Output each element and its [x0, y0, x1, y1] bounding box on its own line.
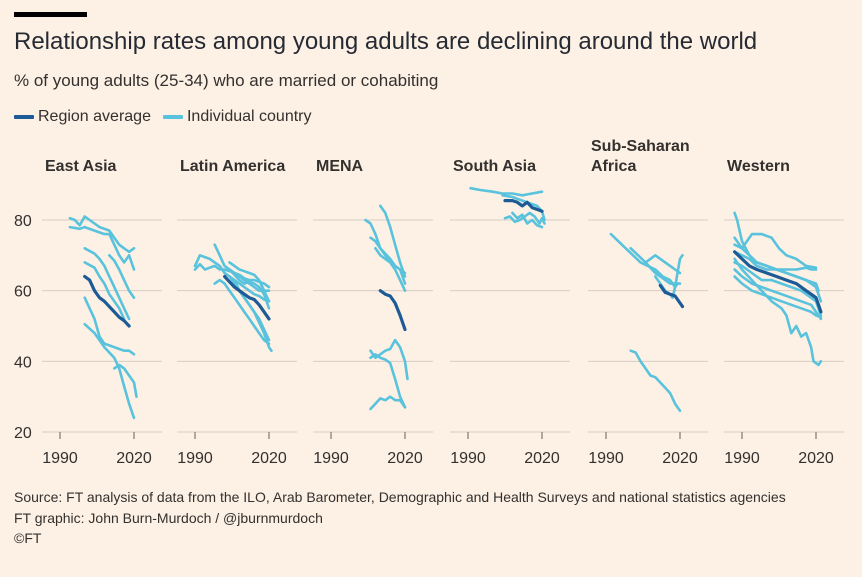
country-line [369, 395, 407, 411]
country-line [83, 322, 136, 420]
y-tick-label-80: 80 [14, 213, 32, 230]
x-tick-label-1990: 1990 [724, 450, 760, 467]
graphic-credit: FT graphic: John Burn-Murdoch / @jburnmu… [14, 509, 323, 526]
country-line [469, 186, 544, 197]
x-tick-label-1990: 1990 [42, 450, 78, 467]
country-line [629, 247, 682, 275]
panel-title: South Asia [453, 158, 536, 175]
country-line [733, 232, 818, 269]
panel-title: Sub-Saharan Africa [591, 138, 690, 175]
panel-south-asia: South Asia 1990 2020 [450, 158, 570, 467]
y-tick-label-60: 60 [14, 284, 32, 301]
region-average-line [503, 199, 544, 213]
country-line [374, 247, 407, 275]
panel-title: MENA [316, 158, 364, 175]
country-line [68, 225, 136, 271]
legend: Region average Individual country [14, 106, 323, 128]
copyright: ©FT [14, 530, 42, 546]
x-tick-label-1990: 1990 [177, 450, 213, 467]
chart-title: Relationship rates among young adults ar… [14, 28, 758, 55]
x-tick-label-2020: 2020 [662, 450, 698, 467]
x-tick-label-2020: 2020 [798, 450, 834, 467]
panel-title: Latin America [180, 158, 285, 175]
legend-swatch-country [162, 115, 183, 119]
source-note: Source: FT analysis of data from the ILO… [14, 489, 786, 505]
panel-mena: MENA 1990 2020 [313, 158, 433, 467]
y-tick-label-40: 40 [14, 354, 32, 371]
country-line [228, 268, 271, 310]
chart-subtitle: % of young adults (25-34) who are marrie… [14, 71, 439, 90]
panel-east-asia: East Asia 1990 2020 [42, 158, 162, 467]
ft-top-rule [14, 12, 87, 17]
legend-swatch-region [14, 115, 34, 119]
country-line [83, 247, 131, 321]
region-average-line [83, 274, 131, 328]
country-line [213, 278, 271, 345]
x-tick-label-2020: 2020 [116, 450, 152, 467]
x-tick-label-1990: 1990 [588, 450, 624, 467]
legend-label-region: Region average [38, 108, 151, 125]
country-line [733, 250, 818, 271]
country-line [733, 261, 823, 317]
country-line [369, 338, 409, 381]
x-tick-label-2020: 2020 [524, 450, 560, 467]
country-line [213, 243, 271, 292]
x-tick-label-2020: 2020 [387, 450, 423, 467]
y-tick-label-20: 20 [14, 425, 32, 442]
country-line [511, 211, 544, 229]
country-line [83, 261, 126, 321]
country-line [83, 296, 136, 356]
panel-sub-saharan-africa: Sub-Saharan Africa 1990 2020 [588, 138, 708, 467]
country-line [369, 353, 407, 409]
country-line [733, 257, 823, 367]
country-line [733, 268, 823, 321]
country-line [503, 211, 546, 225]
country-line [629, 349, 682, 413]
panel-title: Western [727, 158, 790, 175]
panel-title: East Asia [45, 158, 117, 175]
legend-label-country: Individual country [186, 108, 312, 125]
country-line [644, 261, 682, 285]
legend-item-country: Individual country [162, 108, 312, 126]
region-average-line [658, 283, 685, 309]
panel-latin-america: Latin America 1990 2020 [177, 158, 297, 467]
small-multiples-chart: 20 40 60 80 East Asia 1990 2020 Latin America 19… [14, 138, 844, 467]
x-tick-label-1990: 1990 [313, 450, 349, 467]
country-line [228, 261, 271, 303]
x-tick-label-1990: 1990 [450, 450, 486, 467]
country-line [68, 215, 136, 254]
x-tick-label-2020: 2020 [251, 450, 287, 467]
region-average-line [223, 274, 271, 321]
legend-item-region: Region average [14, 108, 151, 126]
footer: Source: FT analysis of data from the ILO… [14, 487, 786, 549]
region-average-line [378, 289, 407, 332]
country-line [379, 204, 407, 278]
panel-western: Western 1990 2020 [724, 158, 844, 467]
country-line [113, 363, 138, 398]
country-line [733, 275, 823, 319]
country-line [108, 254, 136, 299]
region-average-line [733, 250, 823, 314]
